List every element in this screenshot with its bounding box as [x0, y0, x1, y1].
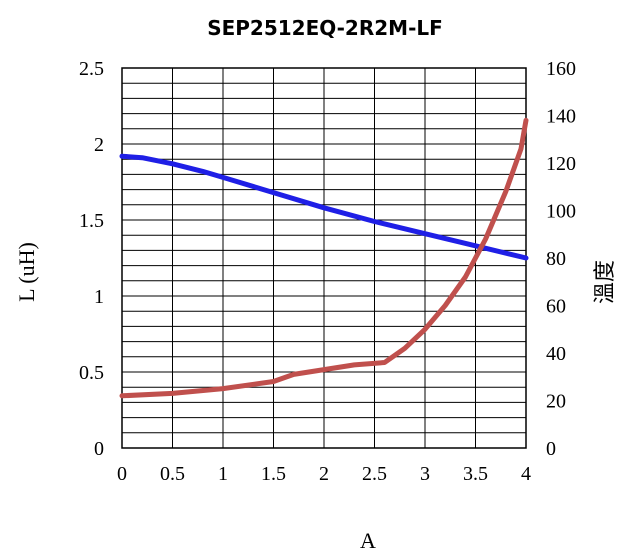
y-right-tick-label: 100	[546, 201, 576, 223]
series-line-inductance	[119, 153, 529, 261]
chart-title: SEP2512EQ-2R2M-LF	[207, 16, 443, 40]
x-tick-label: 2	[319, 463, 329, 485]
y-left-tick-labels: 0 0.5 1 1.5 2 2.5	[79, 58, 104, 460]
x-tick-label: 1.5	[261, 463, 286, 485]
y-right-tick-labels: 0 20 40 60 80 100 120 140 160	[546, 58, 576, 460]
x-tick-label: 2.5	[362, 463, 387, 485]
y-right-tick-label: 80	[546, 248, 566, 270]
x-tick-label: 0.5	[160, 463, 185, 485]
series-layer	[119, 117, 529, 399]
y-left-tick-label: 2	[94, 134, 104, 156]
x-tick-label: 3	[420, 463, 430, 485]
y-left-tick-label: 1.5	[79, 210, 104, 232]
y-right-tick-label: 160	[546, 58, 576, 80]
x-tick-label: 0	[117, 463, 127, 485]
x-tick-label: 1	[218, 463, 228, 485]
x-tick-label: 3.5	[463, 463, 488, 485]
y-right-tick-label: 20	[546, 391, 566, 413]
x-axis-label: A	[360, 528, 376, 553]
y-left-axis-label: L (uH)	[14, 242, 39, 302]
y-left-tick-label: 1	[94, 286, 104, 308]
y-left-tick-label: 2.5	[79, 58, 104, 80]
x-tick-labels: 0 0.5 1 1.5 2 2.5 3 3.5 4	[117, 463, 531, 485]
y-right-tick-label: 0	[546, 438, 556, 460]
x-tick-label: 4	[521, 463, 531, 485]
y-right-tick-label: 60	[546, 296, 566, 318]
y-right-axis-label: 溫度	[592, 260, 617, 304]
series-line-temperature	[119, 117, 529, 399]
y-right-tick-label: 140	[546, 106, 576, 128]
grid	[122, 68, 526, 448]
y-left-tick-label: 0.5	[79, 362, 104, 384]
y-left-tick-label: 0	[94, 438, 104, 460]
y-right-tick-label: 120	[546, 153, 576, 175]
y-right-tick-label: 40	[546, 343, 566, 365]
